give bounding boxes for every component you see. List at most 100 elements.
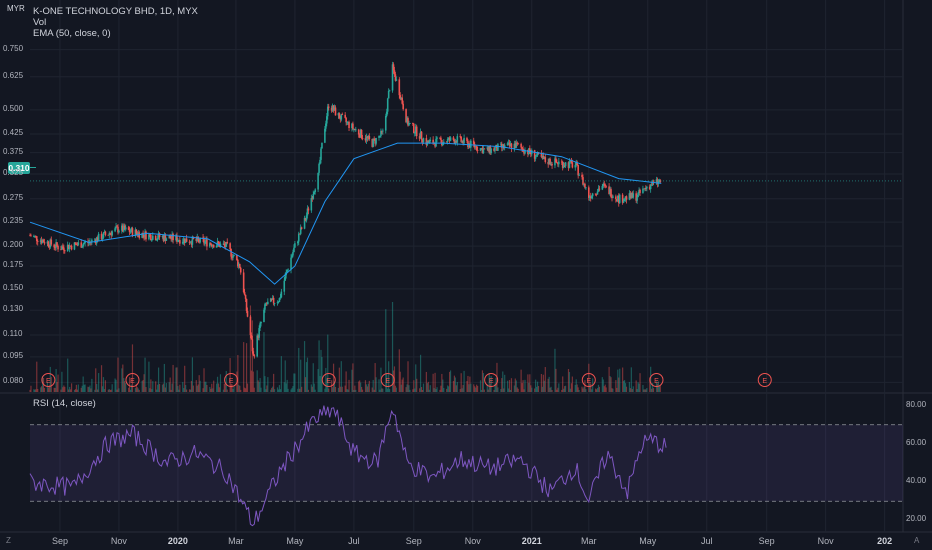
- volume-bar: [582, 388, 584, 392]
- candle-body: [242, 272, 245, 293]
- candle-body: [447, 137, 450, 140]
- volume-bar: [520, 369, 522, 392]
- candle-body: [131, 228, 134, 236]
- candle-body: [114, 228, 116, 232]
- candle-body: [134, 229, 137, 236]
- earnings-marker: [380, 373, 395, 387]
- candle-body: [503, 145, 506, 149]
- candle-body: [406, 118, 408, 123]
- candle-body: [461, 140, 463, 142]
- volume-bar: [510, 378, 513, 392]
- volume-bar: [337, 387, 340, 392]
- candle-body: [577, 165, 579, 176]
- volume-bar: [513, 385, 515, 392]
- candle-body: [346, 121, 348, 123]
- volume-bar: [94, 389, 96, 392]
- candle-body: [331, 105, 334, 111]
- volume-bar: [387, 388, 389, 392]
- candle-body: [393, 70, 396, 75]
- candle-body: [510, 143, 513, 149]
- candle-body: [327, 106, 330, 108]
- price-tick-label: 0.425: [3, 128, 24, 138]
- candle-body: [345, 117, 347, 123]
- candle-body: [209, 243, 211, 247]
- candle-body: [413, 132, 416, 134]
- volume-bar: [291, 388, 293, 392]
- volume-bar: [638, 383, 640, 392]
- volume-bar: [575, 379, 577, 392]
- candle-body: [325, 123, 327, 129]
- candle-body: [358, 134, 361, 138]
- volume-bar: [110, 389, 112, 392]
- candle-body: [631, 192, 634, 198]
- volume-bar: [469, 376, 471, 392]
- volume-bar: [504, 374, 506, 392]
- candle-body: [402, 103, 404, 110]
- volume-bar: [50, 376, 52, 392]
- volume-bar: [177, 386, 179, 392]
- volume-bar: [395, 387, 398, 392]
- candle-body: [304, 217, 307, 221]
- volume-bar: [360, 382, 362, 392]
- candle-body: [181, 241, 184, 244]
- candle-body: [524, 149, 526, 154]
- volume-bar: [231, 384, 233, 392]
- volume-bar: [328, 388, 330, 392]
- candle-body: [40, 240, 43, 243]
- volume-bar: [151, 389, 153, 392]
- volume-bar: [494, 383, 496, 392]
- earnings-marker-label: E: [385, 378, 390, 385]
- volume-bar: [453, 375, 456, 392]
- candle-body: [500, 143, 503, 148]
- candle-body: [603, 183, 606, 185]
- candle-body: [535, 155, 538, 157]
- candle-body: [398, 79, 401, 96]
- volume-bar: [412, 389, 414, 392]
- candle-body: [371, 138, 374, 147]
- volume-bar: [257, 380, 259, 392]
- volume-bar: [306, 357, 309, 392]
- volume-bar: [537, 386, 540, 392]
- volume-bar: [327, 334, 329, 392]
- candle-body: [429, 139, 432, 141]
- candle-body: [591, 193, 594, 197]
- volume-bar: [294, 373, 296, 392]
- volume-bar: [548, 376, 550, 392]
- volume-bar: [197, 384, 199, 392]
- candle-body: [205, 239, 207, 242]
- candle-body: [151, 239, 153, 241]
- candle-body: [171, 234, 173, 239]
- corner-right-label: A: [914, 536, 920, 545]
- candle-body: [442, 143, 444, 146]
- volume-bar: [217, 383, 220, 392]
- volume-bar: [419, 388, 421, 392]
- candle-body: [658, 180, 661, 181]
- volume-bar: [91, 378, 93, 392]
- volume-bar: [326, 378, 328, 392]
- volume-bar: [407, 361, 409, 392]
- candle-body: [176, 235, 178, 242]
- candle-body: [157, 233, 160, 239]
- candle-body: [578, 174, 580, 176]
- volume-bar: [650, 366, 652, 392]
- candle-body: [454, 140, 457, 144]
- candle-body: [190, 242, 193, 245]
- candle-body: [290, 257, 292, 270]
- candle-body: [463, 137, 465, 144]
- volume-bar: [639, 373, 641, 392]
- candle-body: [448, 137, 451, 141]
- volume-bar: [386, 373, 388, 392]
- candle-body: [191, 236, 194, 245]
- candle-body: [596, 191, 599, 195]
- candle-body: [148, 234, 150, 240]
- candle-body: [53, 244, 55, 248]
- volume-bar: [523, 389, 525, 392]
- candle-body: [43, 242, 46, 244]
- volume-bar: [238, 384, 240, 392]
- volume-bar: [574, 384, 576, 392]
- candle-body: [338, 113, 341, 119]
- volume-bar: [473, 384, 475, 392]
- volume-bar: [82, 376, 84, 392]
- candle-body: [445, 141, 448, 143]
